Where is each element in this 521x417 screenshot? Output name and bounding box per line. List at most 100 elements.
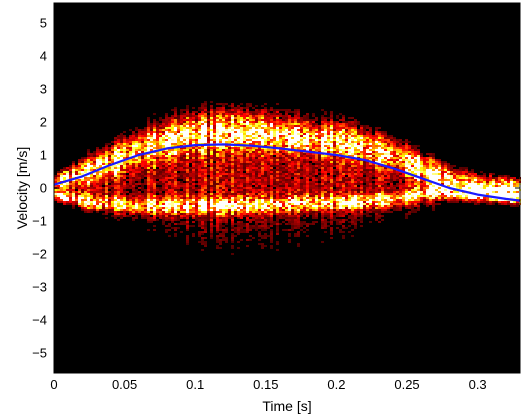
- heat-cell: [336, 209, 339, 211]
- heat-cell: [321, 191, 324, 193]
- heat-cell: [240, 111, 243, 113]
- heat-cell: [117, 171, 120, 173]
- heat-cell: [201, 219, 204, 221]
- heat-cell: [261, 169, 264, 171]
- heat-cell: [258, 143, 261, 145]
- heat-cell: [225, 197, 228, 199]
- heat-cell: [108, 143, 111, 145]
- heat-cell: [279, 123, 282, 125]
- heat-cell: [276, 137, 279, 139]
- heat-cell: [210, 191, 213, 193]
- heat-cell: [309, 223, 312, 225]
- heat-cell: [354, 137, 357, 139]
- heat-cell: [213, 215, 216, 217]
- heat-cell: [228, 131, 231, 133]
- heat-cell: [342, 117, 345, 119]
- heat-cell: [309, 137, 312, 139]
- heat-cell: [96, 179, 99, 181]
- heat-cell: [288, 209, 291, 211]
- heat-cell: [345, 165, 348, 167]
- heat-cell: [174, 125, 177, 127]
- heat-cell: [261, 151, 264, 153]
- heat-cell: [189, 179, 192, 181]
- heat-cell: [123, 179, 126, 181]
- heat-cell: [72, 193, 75, 195]
- heat-cell: [138, 145, 141, 147]
- heat-cell: [150, 179, 153, 181]
- heat-cell: [249, 105, 252, 107]
- heat-cell: [111, 141, 114, 143]
- heat-cell: [204, 191, 207, 193]
- heat-cell: [99, 163, 102, 165]
- heat-cell: [180, 217, 183, 219]
- heat-cell: [321, 125, 324, 127]
- heat-cell: [180, 125, 183, 127]
- heat-cell: [240, 191, 243, 193]
- heat-cell: [309, 185, 312, 187]
- heat-cell: [318, 175, 321, 177]
- heat-cell: [174, 123, 177, 125]
- heat-cell: [246, 103, 249, 105]
- heat-cell: [90, 185, 93, 187]
- heat-cell: [171, 139, 174, 141]
- heat-cell: [231, 225, 234, 227]
- heat-cell: [135, 153, 138, 155]
- heat-cell: [351, 205, 354, 207]
- heat-cell: [288, 139, 291, 141]
- heat-cell: [300, 155, 303, 157]
- heat-cell: [354, 145, 357, 147]
- heat-cell: [282, 185, 285, 187]
- heat-cell: [168, 139, 171, 141]
- heat-cell: [144, 175, 147, 177]
- heat-cell: [213, 193, 216, 195]
- heat-cell: [180, 163, 183, 165]
- heat-cell: [72, 195, 75, 197]
- heat-cell: [273, 131, 276, 133]
- heat-cell: [198, 139, 201, 141]
- heat-cell: [243, 167, 246, 169]
- heat-cell: [186, 111, 189, 113]
- heat-cell: [210, 135, 213, 137]
- heat-cell: [135, 137, 138, 139]
- heat-cell: [132, 169, 135, 171]
- heat-cell: [213, 201, 216, 203]
- heat-cell: [198, 219, 201, 221]
- heat-cell: [246, 105, 249, 107]
- heat-cell: [255, 125, 258, 127]
- heat-cell: [261, 111, 264, 113]
- heat-cell: [186, 175, 189, 177]
- heat-cell: [201, 151, 204, 153]
- heat-cell: [330, 137, 333, 139]
- heat-cell: [63, 193, 66, 195]
- heat-cell: [171, 151, 174, 153]
- heat-cell: [273, 179, 276, 181]
- heat-cell: [306, 161, 309, 163]
- heat-cell: [159, 155, 162, 157]
- heat-cell: [303, 185, 306, 187]
- heat-cell: [276, 141, 279, 143]
- heat-cell: [327, 123, 330, 125]
- heat-cell: [294, 201, 297, 203]
- heat-cell: [126, 197, 129, 199]
- heat-cell: [174, 177, 177, 179]
- heat-cell: [147, 175, 150, 177]
- heat-cell: [309, 143, 312, 145]
- heat-cell: [237, 141, 240, 143]
- heat-cell: [222, 137, 225, 139]
- heat-cell: [282, 121, 285, 123]
- heat-cell: [126, 145, 129, 147]
- heat-cell: [72, 161, 75, 163]
- heat-cell: [216, 135, 219, 137]
- heat-cell: [312, 149, 315, 151]
- heat-cell: [213, 187, 216, 189]
- heat-cell: [69, 203, 72, 205]
- heat-cell: [60, 191, 63, 193]
- heat-cell: [150, 161, 153, 163]
- heat-cell: [75, 171, 78, 173]
- heat-cell: [153, 127, 156, 129]
- heat-cell: [243, 203, 246, 205]
- heat-cell: [339, 189, 342, 191]
- heat-cell: [234, 213, 237, 215]
- heat-cell: [270, 119, 273, 121]
- heat-cell: [237, 135, 240, 137]
